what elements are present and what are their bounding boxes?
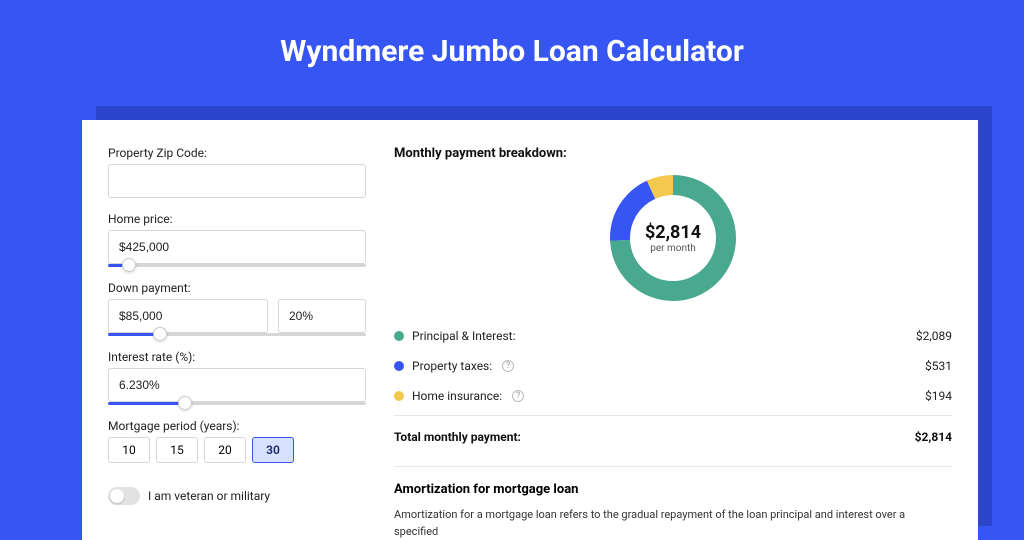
down-payment-slider-thumb[interactable]	[153, 327, 167, 341]
amortization-title: Amortization for mortgage loan	[394, 482, 952, 497]
legend-row: Home insurance:? $194	[394, 381, 952, 411]
legend-value: $531	[925, 359, 952, 373]
legend-label: Principal & Interest:	[412, 329, 516, 343]
mortgage-period-option[interactable]: 10	[108, 437, 150, 463]
donut-center: $2,814 per month	[610, 175, 736, 301]
interest-slider[interactable]	[108, 402, 366, 405]
home-price-slider-thumb[interactable]	[122, 258, 136, 272]
mortgage-period-option[interactable]: 20	[204, 437, 246, 463]
divider	[394, 466, 952, 467]
home-price-field: Home price:	[108, 212, 366, 267]
legend-row: Property taxes:? $531	[394, 351, 952, 381]
veteran-row: I am veteran or military	[108, 487, 366, 505]
mortgage-period-options: 10152030	[108, 437, 366, 463]
veteran-toggle[interactable]	[108, 487, 140, 505]
legend-value: $2,089	[916, 329, 952, 343]
zip-label: Property Zip Code:	[108, 146, 366, 160]
breakdown-title: Monthly payment breakdown:	[394, 146, 952, 161]
interest-field: Interest rate (%):	[108, 350, 366, 405]
donut-chart: $2,814 per month	[610, 175, 736, 301]
down-payment-amount-input[interactable]	[108, 299, 268, 333]
interest-slider-fill	[108, 402, 185, 405]
down-payment-percent-input[interactable]	[278, 299, 366, 333]
donut-sub: per month	[650, 243, 696, 254]
mortgage-period-option[interactable]: 15	[156, 437, 198, 463]
divider	[394, 415, 952, 416]
legend-value: $194	[925, 389, 952, 403]
donut-container: $2,814 per month	[394, 175, 952, 301]
legend-row: Principal & Interest: $2,089	[394, 321, 952, 351]
mortgage-period-option[interactable]: 30	[252, 437, 294, 463]
home-price-label: Home price:	[108, 212, 366, 226]
down-payment-label: Down payment:	[108, 281, 366, 295]
mortgage-period-label: Mortgage period (years):	[108, 419, 366, 433]
total-label: Total monthly payment:	[394, 430, 521, 444]
info-icon[interactable]: ?	[502, 360, 514, 372]
total-row: Total monthly payment: $2,814	[394, 420, 952, 462]
interest-slider-thumb[interactable]	[178, 396, 192, 410]
veteran-toggle-knob	[110, 489, 124, 503]
zip-input[interactable]	[108, 164, 366, 198]
home-price-slider[interactable]	[108, 264, 366, 267]
calculator-card: Property Zip Code: Home price: Down paym…	[82, 120, 978, 540]
zip-field: Property Zip Code:	[108, 146, 366, 198]
interest-label: Interest rate (%):	[108, 350, 366, 364]
interest-input[interactable]	[108, 368, 366, 402]
breakdown-column: Monthly payment breakdown: $2,814 per mo…	[394, 146, 952, 540]
legend-dot	[394, 361, 404, 371]
home-price-input[interactable]	[108, 230, 366, 264]
legend-label: Property taxes:	[412, 359, 492, 373]
down-payment-slider[interactable]	[108, 333, 366, 336]
form-column: Property Zip Code: Home price: Down paym…	[108, 146, 366, 540]
donut-amount: $2,814	[645, 222, 701, 243]
legend-label: Home insurance:	[412, 389, 502, 403]
legend-dot	[394, 391, 404, 401]
info-icon[interactable]: ?	[512, 390, 524, 402]
page-title: Wyndmere Jumbo Loan Calculator	[0, 0, 1024, 89]
legend-dot	[394, 331, 404, 341]
total-value: $2,814	[915, 430, 952, 444]
down-payment-field: Down payment:	[108, 281, 366, 336]
legend: Principal & Interest: $2,089 Property taxe…	[394, 321, 952, 411]
veteran-label: I am veteran or military	[148, 489, 270, 503]
mortgage-period-field: Mortgage period (years): 10152030	[108, 419, 366, 463]
